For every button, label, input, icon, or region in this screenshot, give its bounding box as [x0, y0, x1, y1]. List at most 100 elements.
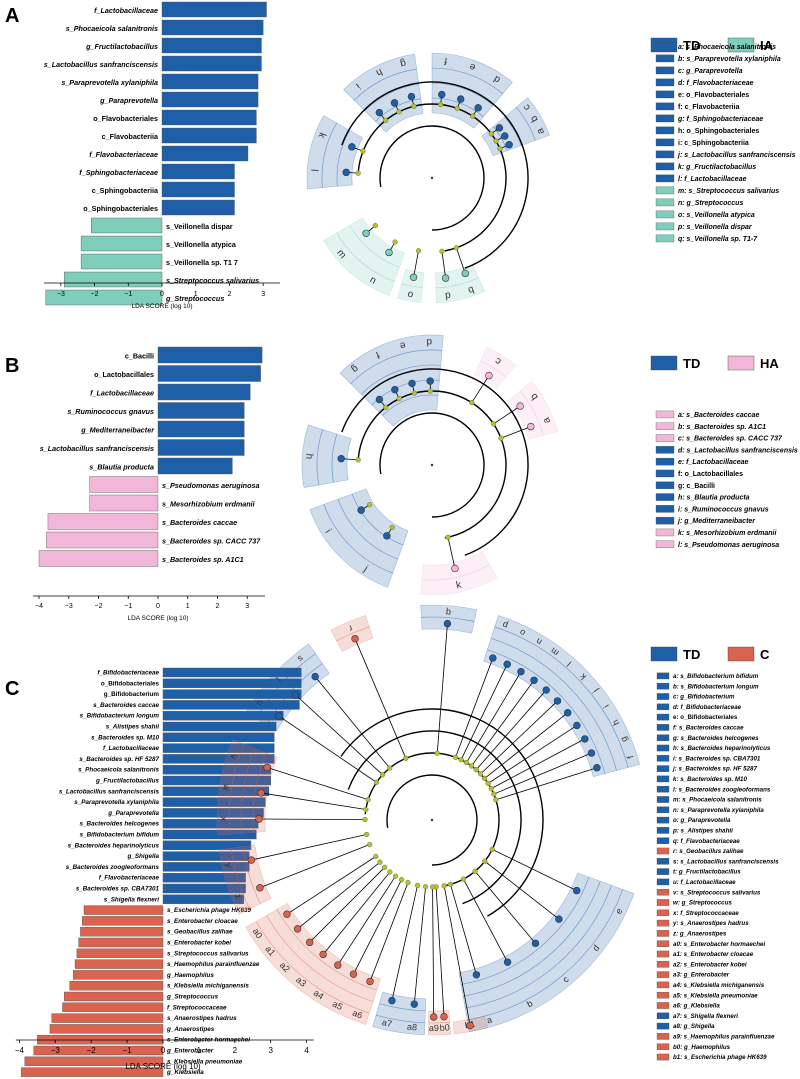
clade-letter: f [444, 55, 448, 66]
bar-label: s_Phocaeicola salanitronis [66, 24, 158, 33]
bar-label: s_Bacteroides sp. CBA7301 [76, 885, 160, 892]
tree-node [387, 869, 393, 875]
tree-node [573, 886, 581, 895]
clade-legend-label: v: s_Streptococcus salivarius [673, 889, 761, 896]
clade-letter: e [398, 339, 406, 351]
clade-legend-label: a4: s_Klebsiella michiganensis [673, 982, 765, 989]
tree-node [488, 785, 494, 792]
clade-letter: a [486, 1014, 494, 1025]
x-tick-label: −1 [124, 603, 132, 610]
clade-letter: b [525, 998, 534, 1009]
clade-legend-swatch [656, 961, 670, 968]
clade-legend-label: f: c_Flavobacteriia [678, 104, 740, 111]
clade-letter: c [521, 102, 533, 113]
tree-node [389, 524, 395, 531]
tree-node [489, 846, 495, 852]
legend-swatch [650, 646, 678, 662]
clade-legend-swatch [656, 1002, 670, 1009]
lda-bar [162, 732, 275, 742]
bar-label: g_Shigella [127, 853, 160, 860]
clade-legend-swatch [656, 682, 670, 690]
clade-legend-swatch [656, 806, 670, 814]
clade-legend-swatch [656, 847, 670, 855]
clade-letter: j [591, 687, 601, 696]
lda-bar [162, 743, 275, 753]
clade-legend-swatch [655, 186, 675, 195]
lda-bar [162, 873, 246, 883]
clade-legend-label: a1: s_Enterobacter cloacae [673, 951, 754, 958]
clade-letter: s [295, 653, 305, 664]
bar-label: f_Flavobacteriaceae [99, 875, 160, 882]
tree-branch [267, 767, 369, 801]
clade-letter: f [374, 349, 382, 360]
bar-label: f_Lactobacillaceae [90, 389, 154, 398]
lda-bar [157, 439, 245, 456]
lda-bar [161, 1, 267, 18]
tree-root [430, 176, 434, 180]
clade-letter: a4 [312, 988, 326, 1002]
clade-letter: i [353, 81, 362, 91]
group-legend: TD C [650, 646, 770, 662]
clade-letter: l [565, 659, 573, 668]
panel-letter: A [5, 5, 19, 27]
clade-letter: x [219, 817, 229, 822]
clade-legend-swatch [656, 765, 670, 772]
lda-bar [161, 145, 249, 162]
tree-node [527, 422, 535, 431]
bar-label: s_Veillonella dispar [166, 222, 233, 231]
clade-legend-swatch [655, 54, 675, 63]
clade-sector [306, 115, 338, 190]
clade-letter: k [315, 131, 327, 141]
tree-node [426, 377, 434, 385]
tree-node [247, 856, 256, 864]
clade-letter: b [528, 113, 541, 124]
tree-node [460, 876, 467, 882]
clade-legend-label: o: s_Veillonella atypica [678, 212, 755, 219]
bar-label: s_Bacteroides helcogenes [80, 821, 160, 828]
tree-node [478, 771, 484, 777]
x-tick-label: −2 [91, 291, 99, 298]
tree-node [365, 797, 371, 803]
clade-legend-swatch [656, 950, 670, 958]
tree-node [503, 958, 512, 966]
tree-node [530, 676, 538, 684]
tree-node [382, 864, 388, 870]
clade-letter: o [407, 289, 415, 301]
tree-node [348, 143, 356, 151]
tree-branch [495, 767, 598, 801]
clade-letter: d [590, 943, 601, 953]
clade-sector [483, 649, 606, 778]
x-tick-label: −3 [65, 603, 73, 610]
tree-node [447, 881, 454, 888]
tree-branch [484, 712, 568, 779]
lda-bar [162, 862, 250, 872]
clade-legend-label: a3: g_Enterobacter [673, 972, 730, 979]
bar-label: s_Blautia producta [89, 463, 154, 472]
tree-branch [341, 368, 529, 556]
bar-label: g_Paraprevotella [107, 810, 159, 817]
tree-node [470, 113, 476, 119]
tree-node [373, 853, 379, 860]
clade-sector [301, 424, 324, 488]
clade-legend-label: a: s_Phocaeicola salanitronis [678, 44, 776, 51]
clade-sector [240, 748, 267, 834]
lda-bar [46, 531, 159, 549]
clade-legend-swatch [656, 940, 670, 947]
bar-label: s_Lactobacillus sanfranciscensis [59, 788, 160, 795]
x-tick-label: 3 [268, 1046, 273, 1055]
tree-node [463, 759, 470, 766]
bar-label: o_Sphingobacteriales [83, 204, 158, 213]
clade-legend-swatch [656, 724, 670, 731]
tree-node [411, 390, 418, 396]
lda-bar [162, 851, 250, 861]
clade-legend-label: c: s_Bacteroides sp. CACC 737 [678, 436, 783, 443]
tree-branch [295, 694, 383, 776]
clade-letter: w [221, 782, 232, 791]
x-tick-label: 0 [156, 603, 160, 610]
clade-legend-label: d: f_Bifidobacteriaceae [673, 704, 742, 711]
clade-legend-swatch [655, 66, 675, 75]
clade-legend-swatch [655, 198, 675, 207]
clade-sector [351, 488, 409, 546]
clade-sector [339, 334, 444, 385]
clade-legend-label: t: g_Fructilactobacillus [673, 869, 741, 876]
